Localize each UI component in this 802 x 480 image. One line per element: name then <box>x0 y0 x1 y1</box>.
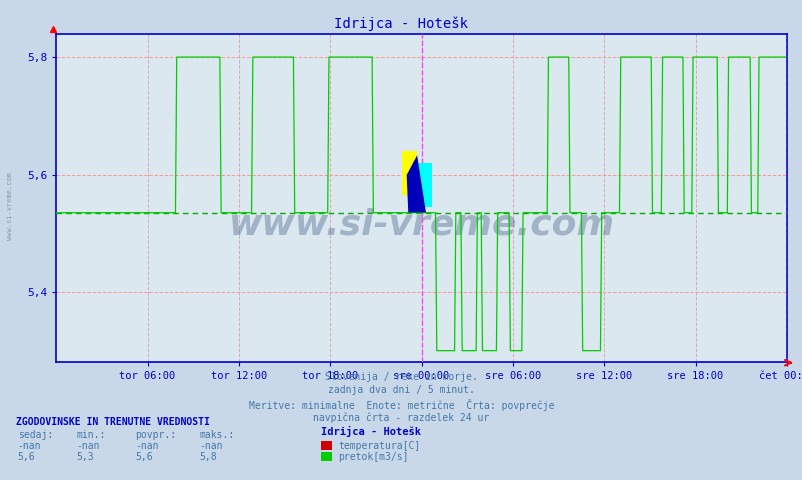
Text: navpična črta - razdelek 24 ur: navpična črta - razdelek 24 ur <box>313 412 489 423</box>
Text: -nan: -nan <box>199 441 222 451</box>
Text: temperatura[C]: temperatura[C] <box>338 441 419 451</box>
Text: Idrijca - Hotešk: Idrijca - Hotešk <box>334 17 468 31</box>
Text: 5,6: 5,6 <box>135 452 152 462</box>
Text: 5,6: 5,6 <box>18 452 35 462</box>
Text: www.si-vreme.com: www.si-vreme.com <box>229 207 614 241</box>
Polygon shape <box>416 163 431 206</box>
Text: maks.:: maks.: <box>199 430 234 440</box>
Bar <box>401 151 416 195</box>
Text: -nan: -nan <box>76 441 99 451</box>
Text: zadnja dva dni / 5 minut.: zadnja dva dni / 5 minut. <box>328 385 474 396</box>
Text: -nan: -nan <box>135 441 158 451</box>
Text: Idrijca - Hotešk: Idrijca - Hotešk <box>321 426 421 437</box>
Text: 5,3: 5,3 <box>76 452 94 462</box>
Text: Meritve: minimalne  Enote: metrične  Črta: povprečje: Meritve: minimalne Enote: metrične Črta:… <box>249 399 553 411</box>
Text: pretok[m3/s]: pretok[m3/s] <box>338 452 408 462</box>
Text: 5,8: 5,8 <box>199 452 217 462</box>
Polygon shape <box>406 155 425 213</box>
Text: www.si-vreme.com: www.si-vreme.com <box>6 172 13 240</box>
Text: sedaj:: sedaj: <box>18 430 53 440</box>
Text: min.:: min.: <box>76 430 106 440</box>
Text: povpr.:: povpr.: <box>135 430 176 440</box>
Text: -nan: -nan <box>18 441 41 451</box>
Text: ZGODOVINSKE IN TRENUTNE VREDNOSTI: ZGODOVINSKE IN TRENUTNE VREDNOSTI <box>16 417 209 427</box>
Text: Slovenija / reke in morje.: Slovenija / reke in morje. <box>325 372 477 382</box>
